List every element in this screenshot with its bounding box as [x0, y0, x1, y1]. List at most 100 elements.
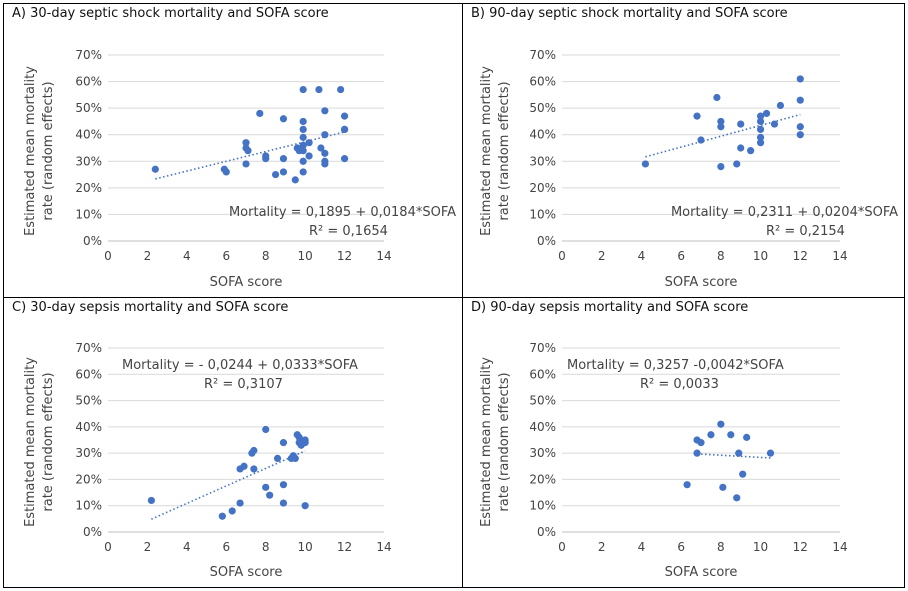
y-tick-label: 30% [75, 154, 102, 168]
data-point [262, 425, 270, 434]
y-tick-label: 0% [83, 234, 102, 248]
data-point [291, 176, 299, 184]
chart-title: C) 30-day sepsis mortality and SOFA scor… [12, 300, 289, 315]
y-tick-label: 30% [529, 154, 556, 168]
data-point [693, 449, 701, 457]
data-point [796, 123, 804, 131]
scatter-chart: 0% 10% 20% 30% 40% 50% 60% 70% 0 2 4 6 8 10 12 14 SOFA s… [479, 341, 848, 580]
x-tick-label: 8 [262, 540, 270, 554]
data-point [697, 136, 705, 144]
scatter-chart: 0% 10% 20% 30% 40% 50% 60% 70% 0 2 4 6 8 10 12 14 SOFA s… [479, 48, 898, 290]
data-point [747, 147, 755, 155]
x-tick-label: 0 [104, 540, 112, 554]
data-point [321, 160, 329, 168]
r-squared-label: R² = 0,1654 [309, 224, 388, 239]
trendline [696, 453, 771, 459]
data-point [697, 439, 705, 447]
y-axis-label: Estimated mean mortality [479, 357, 494, 527]
data-point [727, 431, 735, 439]
chart-title: A) 30-day septic shock mortality and SOF… [12, 6, 329, 21]
data-point [301, 436, 309, 444]
y-tick-label: 20% [529, 181, 556, 195]
x-tick-label: 4 [638, 540, 646, 554]
data-point [250, 446, 258, 455]
regression-equation: Mortality = 0,3257 -0,0042*SOFA [567, 358, 784, 373]
trendline [151, 450, 306, 520]
data-point [796, 131, 804, 139]
data-point [262, 483, 270, 491]
data-point [340, 112, 349, 120]
y-tick-label: 40% [75, 128, 102, 142]
x-axis-label: SOFA score [210, 565, 283, 580]
y-tick-label: 70% [529, 48, 556, 62]
x-tick-label: 10 [753, 249, 768, 263]
data-point [735, 449, 743, 457]
x-tick-label: 6 [677, 249, 685, 263]
data-point [756, 117, 765, 126]
data-point [321, 149, 329, 157]
data-point [305, 139, 313, 147]
data-point [321, 131, 329, 139]
data-point [737, 120, 745, 128]
data-point [739, 470, 747, 478]
data-point [242, 139, 250, 147]
r-squared-label: R² = 0,0033 [640, 377, 719, 392]
data-point [271, 170, 280, 179]
y-tick-label: 30% [75, 446, 102, 460]
data-point [299, 117, 307, 126]
x-tick-label: 0 [558, 540, 566, 554]
data-point [717, 117, 725, 126]
regression-equation: Mortality = 0,1895 + 0,0184*SOFA [229, 205, 456, 220]
y-tick-label: 50% [529, 101, 556, 115]
data-point [317, 144, 325, 152]
y-tick-label: 70% [529, 341, 556, 355]
data-point [299, 147, 307, 155]
data-point [228, 507, 236, 515]
x-tick-label: 4 [638, 249, 646, 263]
x-tick-label: 14 [376, 540, 391, 554]
data-point [707, 431, 715, 439]
data-point [147, 496, 155, 505]
y-tick-label: 20% [75, 181, 102, 195]
data-point [683, 481, 691, 489]
x-axis-label: SOFA score [210, 275, 283, 290]
data-point [717, 163, 725, 171]
y-tick-label: 50% [75, 394, 102, 408]
y-tick-label: 10% [75, 207, 102, 221]
x-tick-label: 12 [793, 540, 808, 554]
data-point [266, 491, 274, 499]
y-tick-label: 70% [75, 48, 102, 62]
data-point [222, 168, 230, 176]
data-point [299, 168, 307, 176]
x-tick-label: 10 [753, 540, 768, 554]
data-point [244, 147, 252, 155]
data-point [762, 109, 771, 118]
x-tick-label: 14 [832, 540, 847, 554]
y-axis-label: rate (random effects) [41, 81, 56, 220]
data-point [737, 144, 745, 152]
x-tick-label: 0 [558, 249, 566, 263]
x-tick-label: 14 [832, 249, 847, 263]
data-point [299, 133, 307, 141]
trendline [645, 113, 801, 158]
y-axis-label: rate (random effects) [497, 81, 512, 220]
y-tick-label: 60% [75, 367, 102, 381]
data-point [299, 157, 307, 165]
x-axis-label: SOFA score [665, 565, 738, 580]
chart-title: B) 90-day septic shock mortality and SOF… [471, 6, 788, 21]
data-point [305, 152, 313, 160]
data-point [299, 141, 307, 149]
data-point [299, 85, 307, 94]
chart-panel-d: D) 90-day sepsis mortality and SOFA scor… [462, 297, 905, 588]
data-point [301, 502, 309, 510]
x-tick-label: 4 [183, 249, 191, 263]
data-point [250, 465, 258, 473]
data-point [796, 75, 804, 83]
x-tick-label: 10 [298, 249, 313, 263]
x-tick-label: 12 [337, 249, 352, 263]
y-tick-label: 0% [537, 234, 556, 248]
regression-equation: Mortality = - 0,0244 + 0,0333*SOFA [122, 358, 358, 373]
data-point [218, 512, 226, 520]
data-point [262, 155, 270, 163]
data-point [340, 125, 349, 133]
